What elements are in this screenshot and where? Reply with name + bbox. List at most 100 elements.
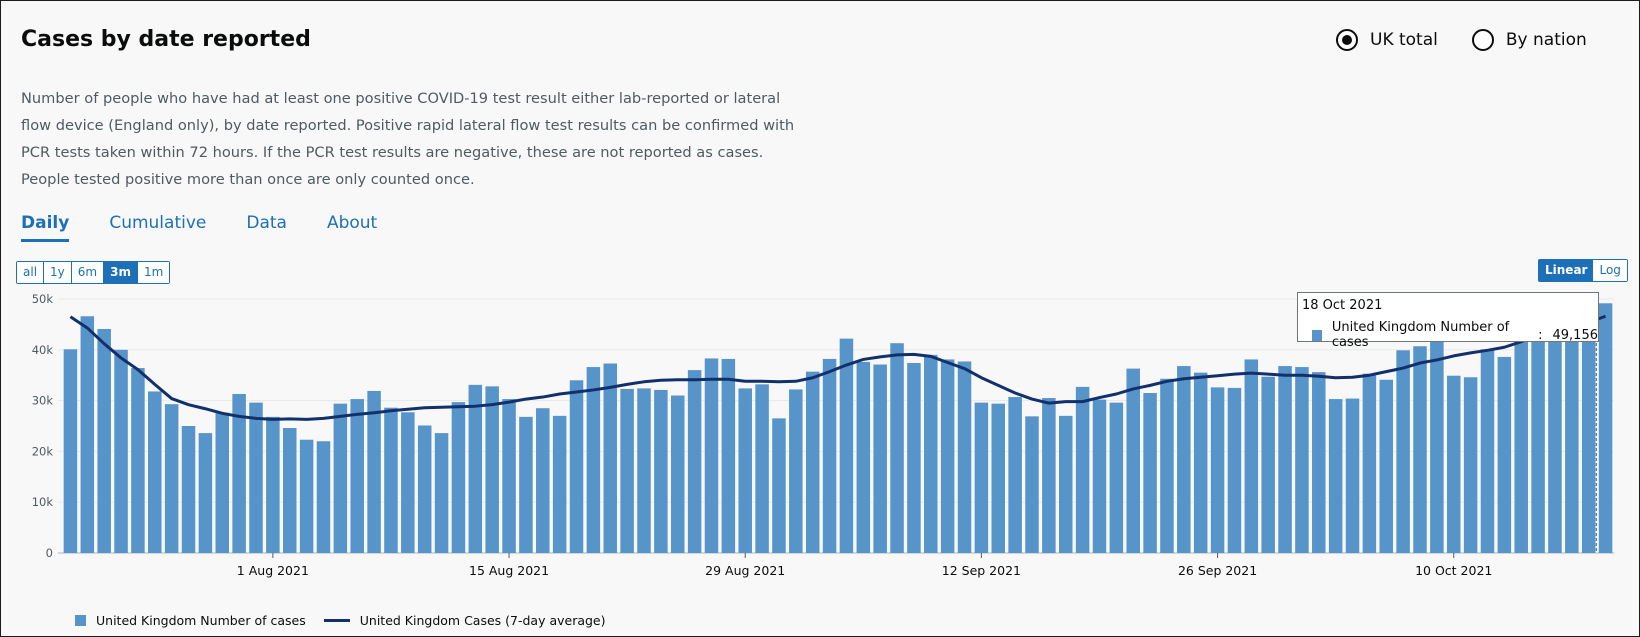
radio-unchecked-icon[interactable] [1471,29,1494,51]
bar[interactable] [536,408,550,553]
bar[interactable] [1379,379,1394,553]
bar[interactable] [687,370,702,553]
bar[interactable] [249,402,263,553]
bar[interactable] [1463,377,1478,553]
bar[interactable] [755,384,769,553]
bar[interactable] [1126,368,1140,553]
bar[interactable] [924,354,938,553]
bar[interactable] [552,415,567,553]
bar[interactable] [282,428,297,553]
bar[interactable] [451,402,466,553]
bar[interactable] [721,358,736,553]
bar[interactable] [367,390,381,553]
bar[interactable] [1565,334,1579,553]
bar[interactable] [1413,346,1427,553]
bar[interactable] [1008,397,1022,553]
bar[interactable] [198,433,213,553]
bar[interactable] [974,402,989,553]
bar[interactable] [738,388,752,553]
bar[interactable] [991,403,1006,553]
bar[interactable] [907,363,921,553]
bar[interactable] [1345,398,1360,553]
bar[interactable] [148,391,162,553]
bar[interactable] [80,316,95,553]
bar[interactable] [670,395,685,553]
bar[interactable] [940,359,955,553]
bar[interactable] [1295,367,1309,553]
bar[interactable] [805,371,820,553]
bar[interactable] [1430,333,1444,553]
bar[interactable] [1396,350,1410,553]
bar[interactable] [1109,402,1124,553]
bar[interactable] [654,389,668,553]
bar[interactable] [434,433,449,553]
bar[interactable] [637,388,651,553]
bar[interactable] [63,349,78,553]
bar[interactable] [1143,392,1157,553]
radio-uk-total[interactable]: UK total [1336,29,1438,51]
tab-about[interactable]: About [326,213,378,233]
bar[interactable] [164,404,179,553]
range-3m-button[interactable]: 3m [104,262,138,283]
bar[interactable] [417,425,432,553]
bar[interactable] [839,338,854,553]
bar[interactable] [1244,359,1259,553]
range-6m-button[interactable]: 6m [71,262,105,283]
bar[interactable] [1177,366,1191,553]
bar[interactable] [704,358,719,553]
bar[interactable] [603,363,618,553]
radio-by-nation[interactable]: By nation [1471,29,1587,51]
bar[interactable] [822,358,837,553]
bar[interactable] [789,389,803,553]
radio-checked-icon[interactable] [1336,29,1358,51]
legend-item-cases[interactable]: United Kingdom Number of cases [75,613,306,628]
scale-log-button[interactable]: Log [1593,260,1627,281]
bar[interactable] [299,439,314,553]
bar[interactable] [181,426,196,553]
bar[interactable] [856,361,871,553]
bar[interactable] [1025,416,1039,553]
range-all-button[interactable]: all [17,262,45,283]
bar[interactable] [1497,356,1512,553]
bar[interactable] [1058,415,1073,553]
bar[interactable] [1548,336,1562,553]
bar[interactable] [266,416,280,553]
bar[interactable] [957,361,972,553]
bar[interactable] [873,364,887,553]
bar[interactable] [1092,399,1107,553]
tab-data[interactable]: Data [246,213,287,233]
bar[interactable] [1193,372,1208,553]
bar[interactable] [1312,372,1326,553]
bar[interactable] [1514,332,1528,553]
range-1y-button[interactable]: 1y [44,262,72,283]
bar[interactable] [333,403,348,553]
bar[interactable] [1362,373,1377,553]
tab-cumulative[interactable]: Cumulative [109,213,207,233]
bar[interactable] [772,418,786,553]
bar[interactable] [1531,328,1545,553]
bar[interactable] [1278,366,1292,553]
bar[interactable] [114,349,128,553]
bar[interactable] [1227,387,1242,553]
bar[interactable] [890,343,904,553]
tab-daily[interactable]: Daily [21,213,70,242]
bar[interactable] [384,407,398,553]
bar[interactable] [569,380,584,553]
bar[interactable] [468,384,483,553]
bar[interactable] [519,416,533,553]
bar[interactable] [1075,386,1090,553]
cases-chart[interactable]: 0 10k 20k 30k 40k 50k 1 Aug 2021 15 Aug 2021 29 … [1,281,1639,581]
legend-item-average[interactable]: United Kingdom Cases (7-day average) [323,613,606,628]
bar[interactable] [1581,318,1596,553]
bar[interactable] [586,367,601,553]
bar[interactable] [232,394,246,553]
bar[interactable] [1480,349,1495,553]
bar[interactable] [620,388,634,553]
bar[interactable] [1042,398,1056,553]
bar[interactable] [502,399,516,553]
bar[interactable] [131,368,145,553]
bar[interactable] [316,441,331,553]
bar[interactable] [485,386,499,553]
bar[interactable] [1210,387,1225,553]
bar[interactable] [401,412,415,553]
